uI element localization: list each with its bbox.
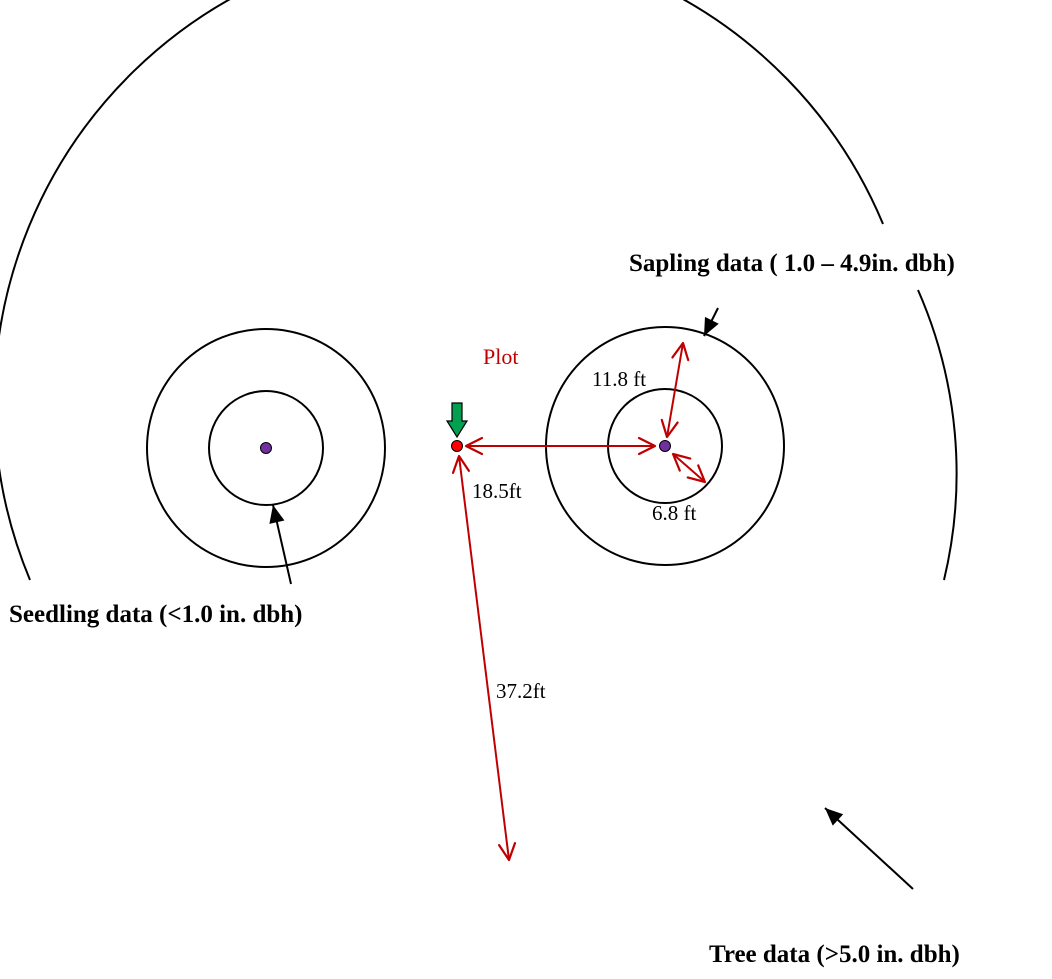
tree-plot-circle-arc-right — [917, 289, 958, 581]
plot-center-point — [451, 440, 463, 452]
tree-radius-label: 37.2ft — [496, 679, 546, 703]
tree-data-label: Tree data (>5.0 in. dbh) — [709, 941, 960, 968]
tree-plot-circle-arc-main — [0, 0, 884, 581]
sapling-subplot-center-point — [659, 440, 671, 452]
sapling-data-label: Sapling data ( 1.0 – 4.9in. dbh) — [629, 250, 955, 277]
seedling-data-label: Seedling data (<1.0 in. dbh) — [9, 601, 302, 628]
center-to-subplot-label: 18.5ft — [472, 479, 522, 503]
seedling-label-pointer-arrow — [269, 504, 292, 585]
tree-radius-dimension-arrow — [451, 454, 517, 862]
sapling-radius-label: 11.8 ft — [592, 367, 646, 391]
seedling-radius-label: 6.8 ft — [652, 501, 696, 525]
plot-center-pointer-icon — [445, 402, 469, 439]
seedling-subplot-outer-circle — [146, 328, 386, 568]
sapling-label-pointer-arrow — [703, 307, 719, 337]
plot-label: Plot — [483, 344, 518, 369]
tree-label-pointer-arrow — [824, 807, 914, 890]
seedling-subplot-center-point — [260, 442, 272, 454]
sapling-radius-dimension-arrow — [660, 341, 690, 439]
seedling-radius-dimension-arrow — [671, 452, 707, 484]
seedling-subplot-inner-circle — [208, 390, 324, 506]
